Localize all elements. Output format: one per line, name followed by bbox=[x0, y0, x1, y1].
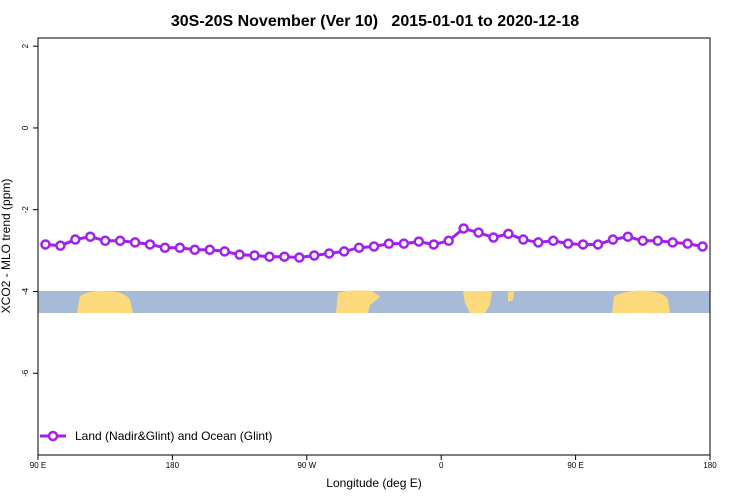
point bbox=[607, 234, 619, 245]
point bbox=[473, 227, 484, 238]
y-tick-label: -6 bbox=[21, 369, 30, 377]
point bbox=[294, 252, 305, 263]
point bbox=[547, 235, 559, 247]
point bbox=[443, 235, 454, 247]
point bbox=[697, 241, 708, 252]
point bbox=[85, 231, 96, 242]
ocean bbox=[38, 291, 710, 313]
x-tick-label: 180 bbox=[703, 461, 717, 470]
point bbox=[264, 251, 275, 262]
point bbox=[637, 235, 649, 247]
x-axis-label: Longitude (deg E) bbox=[326, 476, 421, 490]
point bbox=[189, 244, 201, 256]
land bbox=[77, 290, 133, 313]
y-tick-label: -4 bbox=[21, 287, 30, 295]
land bbox=[463, 291, 492, 313]
y-tick-label: -2 bbox=[21, 206, 30, 214]
point bbox=[144, 239, 156, 250]
point bbox=[129, 237, 141, 248]
point bbox=[159, 242, 171, 253]
point bbox=[279, 251, 290, 262]
point bbox=[383, 238, 395, 249]
chart-title: 30S-20S November (Ver 10) 2015-01-01 to … bbox=[171, 13, 579, 30]
point bbox=[234, 249, 245, 260]
map-strip bbox=[38, 290, 710, 313]
land bbox=[612, 290, 670, 313]
point bbox=[398, 238, 410, 249]
point bbox=[353, 242, 365, 253]
point bbox=[368, 241, 380, 252]
point bbox=[622, 231, 634, 242]
x-tick-label: 180 bbox=[166, 461, 180, 470]
point bbox=[55, 240, 66, 251]
point bbox=[488, 232, 499, 243]
point bbox=[518, 234, 529, 245]
x-tick-label: 0 bbox=[439, 461, 444, 470]
plot-frame bbox=[37, 37, 711, 456]
point bbox=[428, 239, 439, 250]
land bbox=[508, 291, 514, 302]
x-tick-label: 90 E bbox=[30, 461, 46, 470]
point bbox=[533, 237, 544, 248]
point bbox=[682, 238, 693, 249]
legend-marker bbox=[47, 430, 59, 442]
x-tick-label: 90 W bbox=[297, 461, 316, 470]
point bbox=[413, 236, 425, 247]
x-tick-label: 90 E bbox=[567, 461, 583, 470]
land bbox=[336, 290, 380, 313]
point bbox=[309, 250, 320, 261]
y-axis-label: XCO2 - MLO trend (ppm) bbox=[0, 179, 13, 314]
point bbox=[249, 250, 260, 261]
point bbox=[70, 234, 81, 245]
point bbox=[99, 235, 111, 247]
point bbox=[458, 223, 469, 234]
point bbox=[323, 248, 335, 259]
point bbox=[114, 235, 126, 247]
y-tick-label: 2 bbox=[21, 43, 30, 48]
point bbox=[503, 228, 514, 240]
point bbox=[577, 239, 589, 250]
point bbox=[592, 239, 604, 250]
y-tick-label: 0 bbox=[21, 125, 30, 130]
point bbox=[667, 237, 678, 248]
point bbox=[562, 238, 574, 249]
point bbox=[219, 246, 230, 257]
point bbox=[338, 246, 350, 257]
point bbox=[204, 244, 215, 256]
point bbox=[40, 239, 51, 250]
legend-label: Land (Nadir&Glint) and Ocean (Glint) bbox=[75, 429, 272, 443]
legend: Land (Nadir&Glint) and Ocean (Glint) bbox=[40, 429, 272, 443]
point bbox=[652, 235, 663, 247]
point bbox=[174, 242, 186, 253]
